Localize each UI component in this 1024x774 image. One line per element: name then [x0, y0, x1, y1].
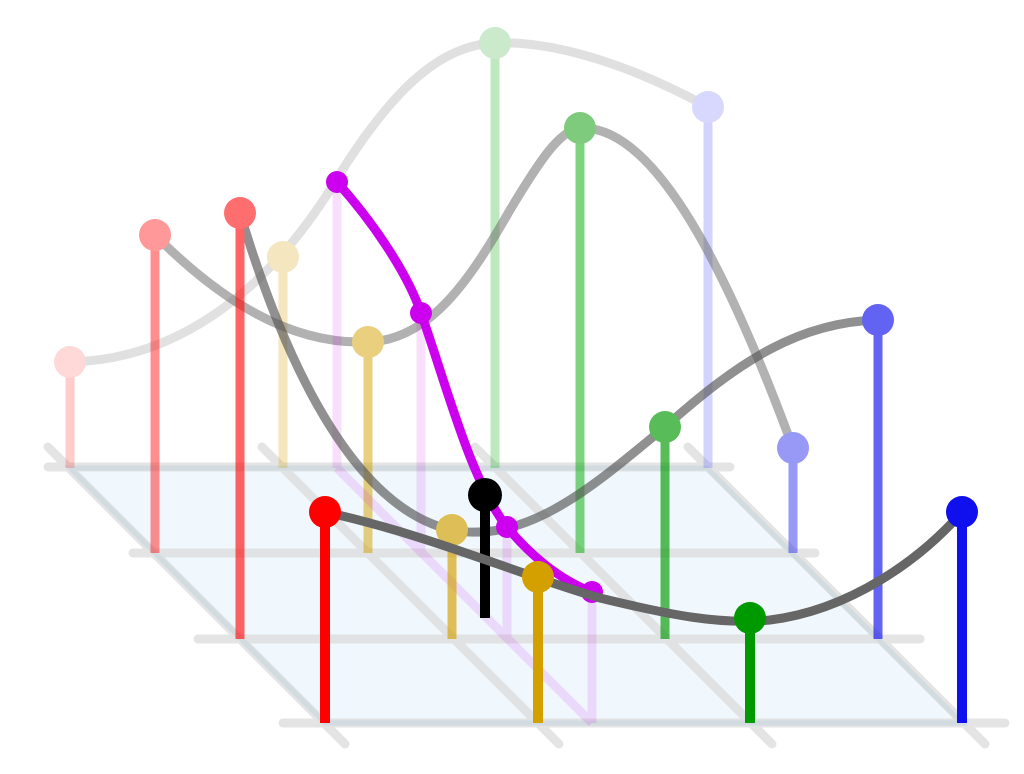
grid-col-4: [683, 442, 990, 749]
highlight-curve: [332, 177, 597, 597]
highlight-point-3: [496, 516, 518, 538]
back-row-curve: [65, 38, 713, 367]
back-gold-point: [267, 241, 299, 273]
back-green-point: [479, 27, 511, 59]
front-gold-point: [522, 561, 554, 593]
front-blue-point: [946, 496, 978, 528]
interpolated-dot: [468, 478, 502, 512]
third-green-point: [649, 411, 681, 443]
third-red-point: [224, 197, 256, 229]
highlight-point-1: [326, 171, 348, 193]
grid-col-2: [257, 442, 564, 749]
third-row-curve: [235, 208, 883, 537]
third-blue-point: [862, 304, 894, 336]
front-row-curve: [320, 507, 967, 626]
second-green-point: [564, 112, 596, 144]
grid-col-1: [43, 442, 350, 749]
grid-col-3: [470, 442, 777, 749]
row-second: [139, 112, 809, 553]
highlight-point-2: [410, 302, 432, 324]
back-red-point: [54, 346, 86, 378]
second-red-point: [139, 219, 171, 251]
base-plane: [63, 465, 969, 726]
magenta-base-line: [333, 464, 596, 727]
grid-lines: [43, 442, 1010, 749]
second-gold-point: [352, 326, 384, 358]
row-back: [54, 27, 724, 468]
plane-fill: [70, 468, 962, 723]
magenta-column-stems: [332, 182, 597, 727]
front-green-point: [734, 602, 766, 634]
second-row-curve: [150, 123, 798, 453]
second-blue-point: [777, 432, 809, 464]
row-third: [224, 197, 894, 639]
third-gold-point: [436, 514, 468, 546]
back-blue-point: [692, 91, 724, 123]
front-red-point: [309, 496, 341, 528]
row-front: [309, 496, 978, 723]
